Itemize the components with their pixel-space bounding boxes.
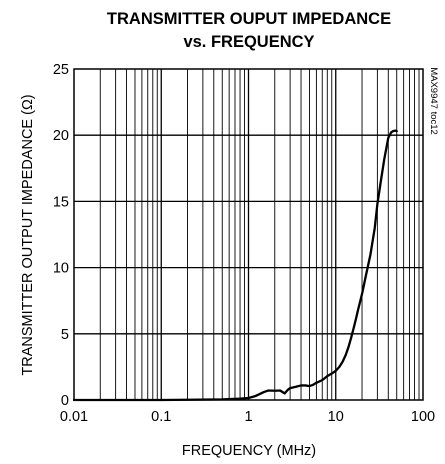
x-tick-label: 10	[328, 409, 344, 425]
x-tick-labels: 0.01 0.1 1 10 100	[60, 409, 435, 425]
grid-minor	[99, 69, 420, 400]
plot-frame	[73, 68, 424, 401]
chart-title-line1: TRANSMITTER OUPUT IMPEDANCE	[107, 10, 391, 28]
x-axis-label: FREQUENCY (MHz)	[182, 443, 316, 459]
x-tick-label: 1	[244, 409, 252, 425]
y-tick-label: 5	[61, 327, 69, 343]
y-tick-label: 15	[53, 194, 69, 210]
chart-annotation: MAX9947 toc12	[428, 67, 439, 135]
y-axis-label: TRANSMITTER OUTPUT IMPEDANCE (Ω)	[20, 94, 36, 375]
chart-title-line2: vs. FREQUENCY	[183, 33, 314, 51]
y-tick-labels: 0 5 10 15 20 25	[53, 62, 69, 409]
y-tick-label: 0	[61, 393, 69, 409]
grid-major	[74, 69, 423, 400]
x-tick-label: 0.1	[151, 409, 171, 425]
y-tick-label: 10	[53, 261, 69, 277]
series-line	[72, 129, 398, 402]
y-tick-label: 20	[53, 128, 69, 144]
x-tick-label: 0.01	[60, 409, 88, 425]
x-tick-label: 100	[411, 409, 435, 425]
y-tick-label: 25	[53, 62, 69, 78]
